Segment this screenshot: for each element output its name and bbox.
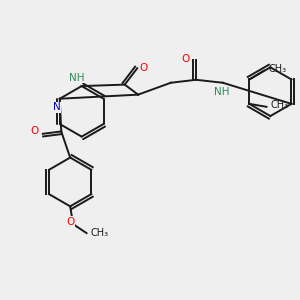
Text: CH₃: CH₃ xyxy=(91,228,109,238)
Text: CH₃: CH₃ xyxy=(268,64,287,74)
Text: N: N xyxy=(53,102,61,112)
Text: O: O xyxy=(30,126,39,136)
Text: O: O xyxy=(140,63,148,73)
Text: NH: NH xyxy=(214,87,229,97)
Text: CH₃: CH₃ xyxy=(271,100,289,110)
Text: O: O xyxy=(182,54,190,64)
Text: NH: NH xyxy=(68,73,84,83)
Text: O: O xyxy=(67,217,75,227)
